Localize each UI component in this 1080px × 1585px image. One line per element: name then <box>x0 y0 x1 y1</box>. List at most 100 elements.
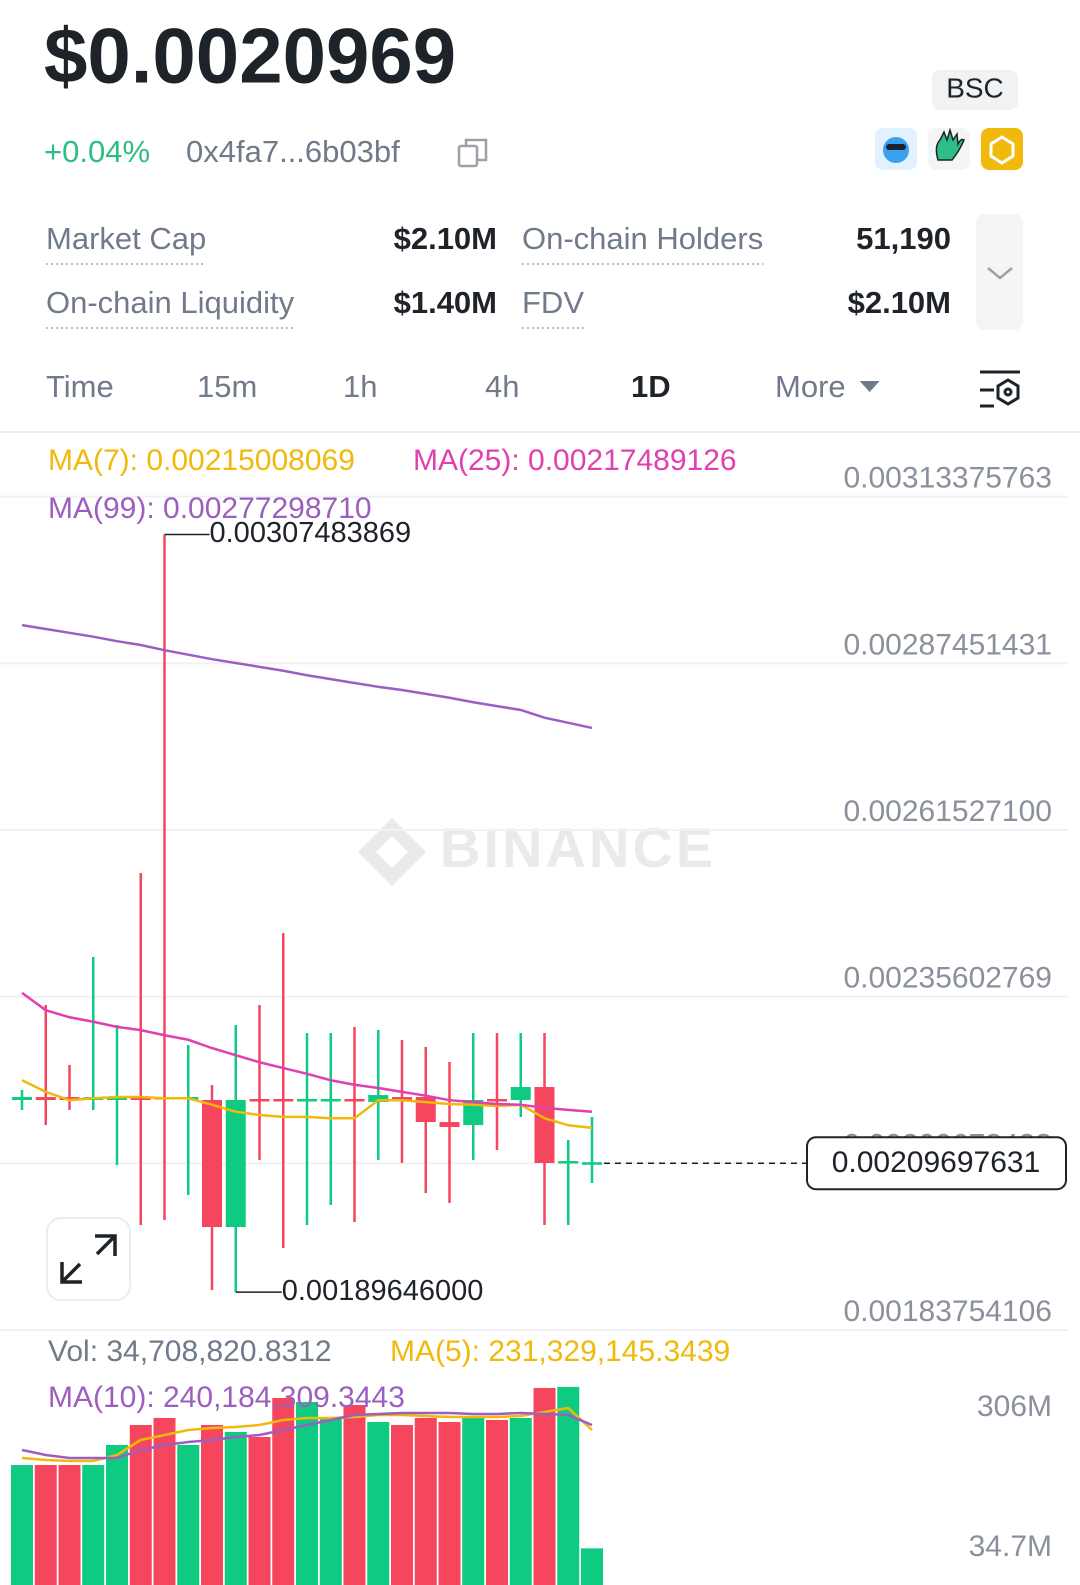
stat-value: $2.10M <box>394 221 497 256</box>
ma-line <box>21 623 593 730</box>
volume-label: Vol: 34,708,820.8312 <box>48 1335 332 1368</box>
candle-body <box>510 1087 531 1101</box>
volume-bar <box>272 1397 295 1585</box>
low-label: 0.00189646000 <box>282 1275 484 1307</box>
volume-bar <box>343 1404 366 1585</box>
volume-bar <box>486 1419 508 1585</box>
volume-bar <box>201 1424 223 1585</box>
volume-bar <box>248 1436 271 1585</box>
y-tick-label: 0.00261527100 <box>843 795 1052 828</box>
contract-address: 0x4fa7...6b03bf <box>186 134 400 169</box>
candle-body <box>107 1097 127 1101</box>
candle-body <box>297 1099 317 1102</box>
candle-body <box>392 1097 412 1101</box>
volume-bar <box>106 1444 128 1585</box>
candle-body <box>59 1097 80 1101</box>
tab[interactable]: More <box>775 369 846 404</box>
tab[interactable]: 1h <box>343 369 377 404</box>
stat-value: $2.10M <box>848 285 951 320</box>
expand-stats[interactable] <box>976 214 1023 330</box>
volume-bar <box>177 1444 200 1585</box>
volume-bar <box>153 1417 176 1585</box>
y-tick-label: 0.00287451431 <box>843 628 1052 661</box>
candle-body <box>534 1087 555 1164</box>
dropdown-arrow <box>859 381 880 392</box>
stat-label[interactable]: On-chain Holders <box>522 221 763 256</box>
volume-bar <box>58 1465 81 1585</box>
ma-legend: MA(25): 0.00217489126 <box>413 444 737 477</box>
volume-bar <box>414 1417 437 1585</box>
volume-bar <box>557 1386 580 1585</box>
candle-body <box>249 1099 270 1102</box>
candle-body <box>273 1099 294 1102</box>
ma-legend: MA(99): 0.00277298710 <box>48 492 372 525</box>
watermark: BINANCE <box>358 816 716 886</box>
chart: BINANCE 0.00313375763 0.00287451431 0.00261… <box>0 444 1068 1585</box>
candle-body <box>439 1122 460 1128</box>
chart-settings-icon[interactable] <box>980 370 1020 408</box>
stat-label[interactable]: On-chain Liquidity <box>46 285 295 320</box>
tab[interactable]: Time <box>46 369 114 404</box>
candle-body <box>225 1100 246 1228</box>
tab[interactable]: 15m <box>197 369 257 404</box>
tabs: Time 15m 1h 4h 1D More <box>46 369 880 404</box>
chevron <box>987 267 1013 280</box>
volume-bar <box>224 1432 247 1585</box>
icon-c[interactable] <box>981 128 1023 170</box>
volume-bar <box>581 1548 603 1585</box>
volume-bar <box>438 1422 461 1585</box>
candle-body <box>463 1100 484 1126</box>
chain-label: BSC <box>946 72 1004 103</box>
volume-bar <box>129 1424 152 1585</box>
volume-bar <box>34 1465 57 1585</box>
stat-value: 51,190 <box>856 221 951 256</box>
volume-ma-legend: MA(10): 240,184,309.3443 <box>48 1381 405 1414</box>
last-price-box <box>806 1136 1067 1191</box>
tab[interactable]: 4h <box>485 369 519 404</box>
candle-body <box>320 1099 341 1102</box>
volume-bar <box>533 1387 556 1585</box>
volume-ma-legend: MA(5): 231,329,145.3439 <box>390 1335 730 1368</box>
candle-body <box>344 1099 365 1102</box>
price-change: +0.04% <box>44 134 150 169</box>
volume-bar <box>319 1417 342 1585</box>
chain-badge <box>932 70 1018 110</box>
price: $0.0020969 <box>44 12 456 100</box>
ma-line <box>21 991 593 1114</box>
candle-body <box>582 1162 602 1165</box>
stats: Market Cap $2.10M On-chain Holders 51,190 On… <box>46 221 951 329</box>
volume-bar <box>296 1401 318 1585</box>
candle-body <box>202 1100 222 1228</box>
y-tick-label: 0.00313375763 <box>843 462 1052 495</box>
volume-ma-line <box>21 1406 593 1463</box>
watermark-text: BINANCE <box>440 816 716 879</box>
volume-bar <box>391 1424 413 1585</box>
stat-label[interactable]: FDV <box>522 285 584 320</box>
candle-body <box>558 1161 579 1164</box>
volume-tick-label: 306M <box>977 1390 1052 1423</box>
volume-bar <box>11 1465 33 1585</box>
volume-ma-line <box>21 1411 593 1460</box>
volume-bar <box>509 1417 532 1585</box>
ma-legend: MA(7): 0.00215008069 <box>48 444 355 477</box>
fullscreen-button[interactable] <box>46 1217 131 1301</box>
candle-body <box>368 1095 389 1102</box>
volume-bar <box>462 1417 485 1585</box>
copy-icon[interactable] <box>457 138 488 168</box>
volume-bar <box>82 1465 105 1585</box>
candle-body <box>12 1097 32 1101</box>
y-tick-label: 0.00235602769 <box>843 962 1052 995</box>
volume-tick-label: 34.7M <box>969 1530 1052 1563</box>
candle-body <box>35 1097 56 1101</box>
candle-body <box>130 1097 151 1101</box>
volume-bar <box>367 1422 390 1585</box>
high-label: 0.00307483869 <box>210 517 412 549</box>
tab[interactable]: 1D <box>631 369 671 404</box>
stat-value: $1.40M <box>394 285 497 320</box>
last-price-label: 0.00209697631 <box>832 1146 1041 1179</box>
stat-label[interactable]: Market Cap <box>46 221 206 256</box>
ma-line <box>21 1079 593 1130</box>
watermark-logo <box>358 818 426 886</box>
